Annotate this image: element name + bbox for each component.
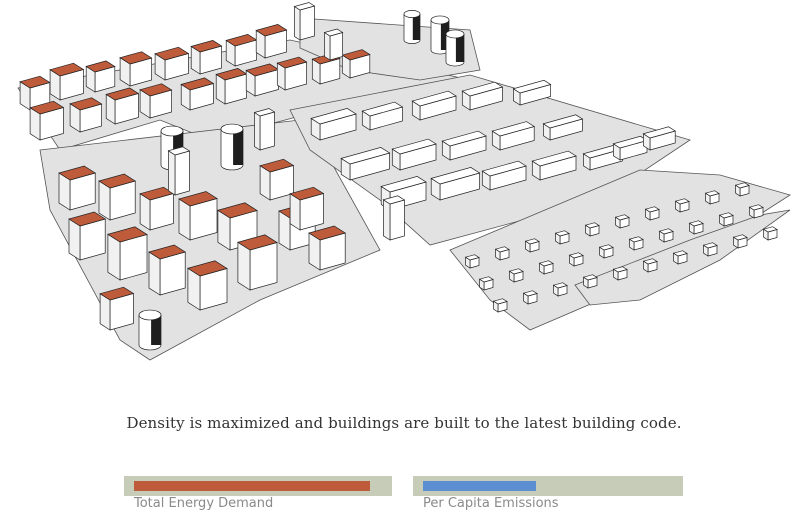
building xyxy=(311,53,341,85)
building xyxy=(293,2,316,41)
building xyxy=(148,244,187,296)
building xyxy=(323,28,344,61)
building xyxy=(704,190,720,205)
building xyxy=(245,63,280,97)
building xyxy=(107,226,148,281)
building xyxy=(702,242,718,257)
building xyxy=(522,290,538,305)
building xyxy=(255,24,288,59)
building xyxy=(524,238,540,253)
building xyxy=(69,97,103,133)
building xyxy=(119,51,153,87)
building xyxy=(582,274,598,289)
building xyxy=(180,77,215,111)
building xyxy=(139,186,175,231)
building xyxy=(154,46,190,81)
building xyxy=(734,182,750,197)
building xyxy=(341,49,371,79)
building xyxy=(612,135,648,161)
building xyxy=(658,228,674,243)
building xyxy=(598,244,614,259)
building xyxy=(672,250,688,265)
total-energy-demand-bar xyxy=(134,481,370,491)
building xyxy=(98,173,137,221)
per-capita-emissions-bar xyxy=(423,481,536,491)
building xyxy=(748,204,764,219)
building xyxy=(85,60,116,93)
building xyxy=(411,90,457,121)
building xyxy=(382,195,406,241)
city-block-illustration xyxy=(17,2,791,361)
building xyxy=(215,68,248,105)
building xyxy=(441,130,487,161)
building xyxy=(644,206,660,221)
building xyxy=(568,252,584,267)
building xyxy=(542,114,584,141)
total-energy-demand-label: Total Energy Demand xyxy=(134,496,274,511)
building xyxy=(259,158,295,201)
building xyxy=(628,236,644,251)
building xyxy=(492,298,508,313)
building xyxy=(612,266,628,281)
tower xyxy=(220,123,244,171)
building xyxy=(167,146,191,196)
building xyxy=(253,108,276,151)
building xyxy=(289,186,325,231)
tower xyxy=(138,309,162,351)
building xyxy=(430,167,481,201)
tower xyxy=(403,10,421,44)
building xyxy=(139,83,173,119)
buildings-group xyxy=(19,2,778,351)
building xyxy=(512,79,552,106)
building xyxy=(732,234,748,249)
building xyxy=(491,121,536,151)
building xyxy=(276,56,308,91)
building xyxy=(187,260,228,311)
building xyxy=(642,258,658,273)
tower xyxy=(430,15,450,55)
building xyxy=(308,225,347,271)
building xyxy=(105,87,140,125)
building xyxy=(762,226,778,241)
building xyxy=(464,254,480,269)
building xyxy=(391,138,437,171)
building xyxy=(461,81,504,111)
building xyxy=(361,101,404,131)
building xyxy=(58,165,97,211)
per-capita-emissions-meter xyxy=(413,476,683,496)
building xyxy=(68,211,107,261)
total-energy-demand-meter xyxy=(124,476,392,496)
building xyxy=(237,234,278,291)
building xyxy=(538,260,554,275)
building xyxy=(531,150,577,181)
building xyxy=(99,286,135,331)
per-capita-emissions-label: Per Capita Emissions xyxy=(423,496,559,511)
scenario-caption: Density is maximized and buildings are b… xyxy=(126,414,682,432)
building xyxy=(225,34,258,67)
building xyxy=(178,191,218,241)
building xyxy=(508,268,524,283)
building xyxy=(478,276,494,291)
building xyxy=(552,282,568,297)
building xyxy=(494,246,510,261)
building xyxy=(614,214,630,229)
building xyxy=(49,62,85,101)
building xyxy=(688,220,704,235)
building xyxy=(19,75,51,111)
building xyxy=(310,108,357,141)
building xyxy=(642,126,677,151)
building xyxy=(340,147,391,181)
building xyxy=(554,230,570,245)
building xyxy=(190,40,223,75)
tower xyxy=(445,29,465,67)
building xyxy=(29,100,65,141)
building xyxy=(718,212,734,227)
building xyxy=(481,160,527,191)
building xyxy=(584,222,600,237)
building xyxy=(674,198,690,213)
